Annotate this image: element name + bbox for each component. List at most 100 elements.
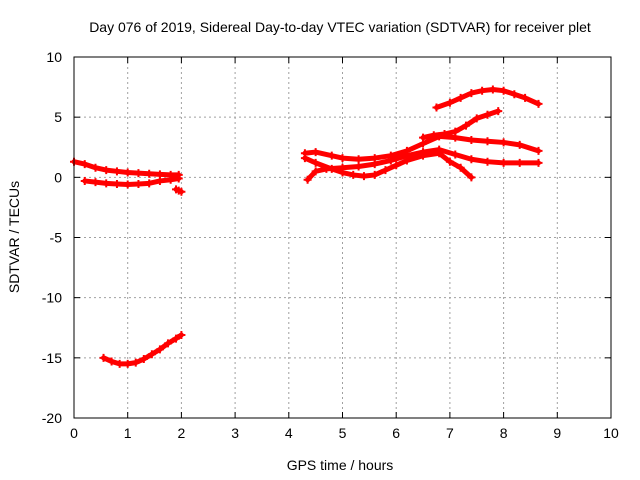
x-tick-label: 7 [446,425,454,441]
series-track-i [432,85,543,112]
data-point-marker [99,353,108,362]
data-point-marker [145,179,154,188]
data-point-marker [521,93,530,102]
data-point-marker [123,168,132,177]
data-point-marker [327,151,336,160]
x-tick-label: 4 [285,425,293,441]
data-point-marker [145,169,154,178]
data-point-marker [467,136,476,145]
data-point-marker [174,174,183,183]
data-point-marker [134,169,143,178]
series-track-c [172,185,186,196]
data-point-marker [445,98,454,107]
series-track-h [419,107,503,142]
y-tick-label: -20 [42,410,62,426]
x-tick-label: 5 [339,425,347,441]
y-tick-label: 0 [54,169,62,185]
data-point-marker [163,339,172,348]
series-track-g [303,145,543,184]
data-point-marker [499,138,508,147]
y-tick-label: -10 [42,290,62,306]
data-point-marker [107,357,116,366]
data-point-marker [112,167,121,176]
data-point-marker [349,170,358,179]
data-point-marker [402,151,411,160]
data-point-marker [147,350,156,359]
data-point-marker [338,154,347,163]
data-point-marker [499,86,508,95]
data-point-marker [338,163,347,172]
data-point-marker [322,164,331,173]
data-point-marker [467,155,476,164]
data-point-marker [429,131,438,140]
series-track-line [433,86,542,111]
data-point-marker [177,330,186,339]
data-point-marker [91,163,100,172]
axis-ticks [73,56,612,419]
x-tick-label: 1 [124,425,132,441]
tick-labels: 0 1 2 3 4 5 6 7 8 9 10 -20 -15 -10 -5 0 5 10 [42,49,619,441]
data-point-marker [112,179,121,188]
data-point-marker [445,157,454,166]
data-point-marker [80,176,89,185]
x-tick-label: 2 [178,425,186,441]
series-track-line [82,176,182,188]
data-point-marker [354,155,363,164]
data-point-marker [102,166,111,175]
data-point-marker [483,157,492,166]
data-point-marker [494,107,503,116]
y-axis-label: SDTVAR / TECUs [6,181,22,293]
data-point-marker [456,93,465,102]
data-point-marker [139,355,148,364]
data-point-marker [488,85,497,94]
data-point-marker [483,110,492,119]
data-point-marker [510,90,519,99]
data-point-marker [155,176,164,185]
y-tick-label: -15 [42,350,62,366]
data-point-marker [515,140,524,149]
series-track-line [302,133,542,162]
data-point-marker [102,179,111,188]
y-tick-label: -5 [50,230,63,246]
data-point-marker [478,86,487,95]
data-point-marker [311,167,320,176]
data-point-marker [499,158,508,167]
x-tick-label: 8 [500,425,508,441]
x-tick-label: 0 [70,425,78,441]
data-point-marker [472,114,481,123]
series-track-line [305,147,542,183]
data-point-marker [462,121,471,130]
x-axis-label: GPS time / hours [287,457,394,473]
x-tick-label: 9 [553,425,561,441]
y-tick-label: 5 [54,109,62,125]
data-point-marker [451,127,460,136]
data-point-marker [80,160,89,169]
data-point-marker [166,175,175,184]
data-point-marker [534,146,543,155]
data-point-marker [534,158,543,167]
data-point-marker [115,359,124,368]
data-point-marker [311,148,320,157]
data-point-marker [177,187,186,196]
data-point-marker [432,103,441,112]
data-point-marker [456,163,465,172]
data-point-marker [300,154,309,163]
data-point-marker [534,99,543,108]
x-tick-label: 6 [392,425,400,441]
data-point-marker [440,130,449,139]
data-point-marker [381,166,390,175]
data-point-marker [359,172,368,181]
data-point-marker [123,180,132,189]
grid-lines [74,57,611,418]
y-tick-label: 10 [46,49,62,65]
chart-title: Day 076 of 2019, Sidereal Day-to-day VTE… [89,19,591,35]
data-point-marker [303,175,312,184]
x-tick-label: 10 [603,425,619,441]
data-point-marker [435,145,444,154]
series-track-b [80,174,183,189]
data-point-marker [515,158,524,167]
data-series [70,85,543,368]
x-tick-label: 3 [231,425,239,441]
